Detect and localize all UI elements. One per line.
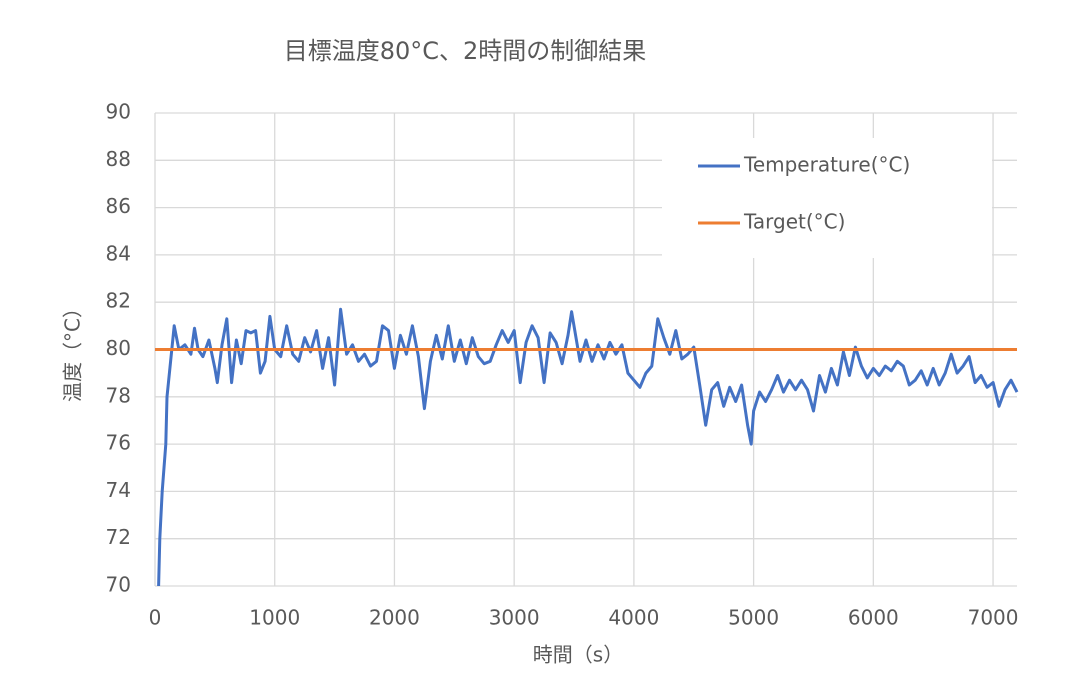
y-tick-label: 70 bbox=[106, 573, 131, 597]
y-axis-label: 温度（°C） bbox=[61, 298, 85, 402]
series-line bbox=[157, 307, 1019, 587]
y-tick-label: 84 bbox=[106, 241, 131, 265]
y-tick-label: 90 bbox=[106, 100, 131, 124]
y-tick-label: 80 bbox=[106, 336, 131, 360]
x-axis-label: 時間（s） bbox=[533, 643, 623, 667]
y-tick-label: 72 bbox=[106, 525, 131, 549]
x-tick-label: 3000 bbox=[489, 606, 540, 630]
y-tick-label: 76 bbox=[106, 431, 131, 455]
y-tick-label: 86 bbox=[106, 194, 131, 218]
legend-label: Target(°C) bbox=[743, 210, 845, 234]
x-tick-label: 1000 bbox=[249, 606, 300, 630]
x-tick-label: 2000 bbox=[369, 606, 420, 630]
legend-label: Temperature(°C) bbox=[743, 153, 910, 177]
x-tick-label: 6000 bbox=[848, 606, 899, 630]
x-tick-label: 5000 bbox=[728, 606, 779, 630]
y-tick-label: 78 bbox=[106, 383, 131, 407]
y-tick-label: 74 bbox=[106, 478, 131, 502]
x-tick-label: 7000 bbox=[968, 606, 1019, 630]
y-tick-label: 82 bbox=[106, 289, 131, 313]
chart-title: 目標温度80°C、2時間の制御結果 bbox=[284, 37, 647, 65]
x-tick-label: 4000 bbox=[608, 606, 659, 630]
legend-box bbox=[662, 138, 992, 258]
x-tick-label: 0 bbox=[149, 606, 162, 630]
y-tick-label: 88 bbox=[106, 147, 131, 171]
